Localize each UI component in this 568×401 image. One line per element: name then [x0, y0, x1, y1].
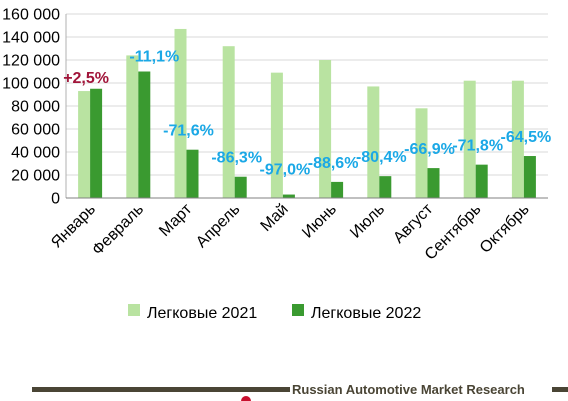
bar-2021 — [270, 72, 283, 198]
bar-2022 — [331, 181, 344, 198]
bar-2022 — [282, 194, 295, 198]
bar-2021 — [511, 80, 524, 198]
y-tick-label: 0 — [51, 191, 60, 208]
y-tick-label: 140 000 — [2, 30, 60, 47]
bar-2022 — [475, 164, 488, 198]
percent-change-label: -66,9% — [404, 141, 455, 158]
x-tick-label: Май — [258, 201, 292, 235]
percent-change-label: -71,8% — [452, 138, 503, 155]
bar-2022 — [523, 156, 536, 198]
y-axis: 0 20 000 40 000 60 000 80 000 100 000 120 000 1… — [2, 7, 67, 208]
bar-2021 — [174, 28, 187, 199]
y-tick-label: 60 000 — [11, 122, 60, 139]
footer: Russian Automotive Market Research — [32, 382, 568, 401]
footer-logo-dot-icon — [241, 396, 251, 401]
x-tick-label: Октябрь — [477, 201, 533, 257]
percent-change-label: -97,0% — [260, 162, 311, 179]
y-tick-label: 80 000 — [11, 99, 60, 116]
y-tick-label: 40 000 — [11, 145, 60, 162]
y-tick-label: 120 000 — [2, 53, 60, 70]
bar-2022 — [90, 88, 103, 198]
legend-label-2021: Легковые 2021 — [147, 305, 257, 322]
bar-2021 — [126, 55, 139, 199]
footer-rule — [32, 387, 290, 392]
bar-2021 — [78, 91, 91, 198]
percent-change-label: -64,5% — [501, 129, 552, 146]
bar-2022 — [379, 176, 392, 198]
legend-label-2022: Легковые 2022 — [311, 305, 421, 322]
bar-2021 — [415, 108, 428, 198]
bar-2022 — [427, 168, 440, 198]
x-tick-label: Июнь — [299, 201, 340, 242]
legend: Легковые 2021 Легковые 2022 — [128, 304, 421, 322]
x-tick-label: Март — [156, 200, 196, 240]
bar-2022 — [138, 71, 151, 198]
bar-2021 — [222, 46, 235, 199]
x-tick-label: Февраль — [89, 201, 147, 259]
percent-change-label: +2,5% — [63, 70, 109, 87]
y-tick-label: 160 000 — [2, 7, 60, 24]
bar-2021 — [319, 60, 332, 198]
percent-labels: +2,5% -11,1% -71,6% -86,3%-97,0%-88,6%-80,4… — [63, 48, 551, 178]
legend-swatch-2021 — [128, 304, 140, 316]
bars — [78, 28, 536, 199]
y-tick-label: 20 000 — [11, 168, 60, 185]
percent-change-label: -80,4% — [356, 149, 407, 166]
legend-swatch-2022 — [292, 304, 304, 316]
bar-2021 — [367, 86, 380, 198]
x-tick-label: Июль — [347, 201, 388, 242]
percent-change-label: -11,1% — [129, 48, 179, 65]
footer-rule-right — [552, 387, 568, 392]
x-tick-label: Август — [390, 200, 437, 247]
bar-2022 — [234, 176, 247, 198]
y-tick-label: 100 000 — [2, 76, 60, 93]
percent-change-label: -86,3% — [211, 150, 262, 167]
footer-text: Russian Automotive Market Research — [292, 382, 525, 397]
bar-2021 — [463, 80, 476, 198]
percent-change-label: -88,6% — [308, 155, 359, 172]
x-tick-label: Апрель — [193, 201, 243, 251]
bar-2022 — [186, 149, 199, 198]
percent-change-label: -71,6% — [163, 123, 214, 140]
